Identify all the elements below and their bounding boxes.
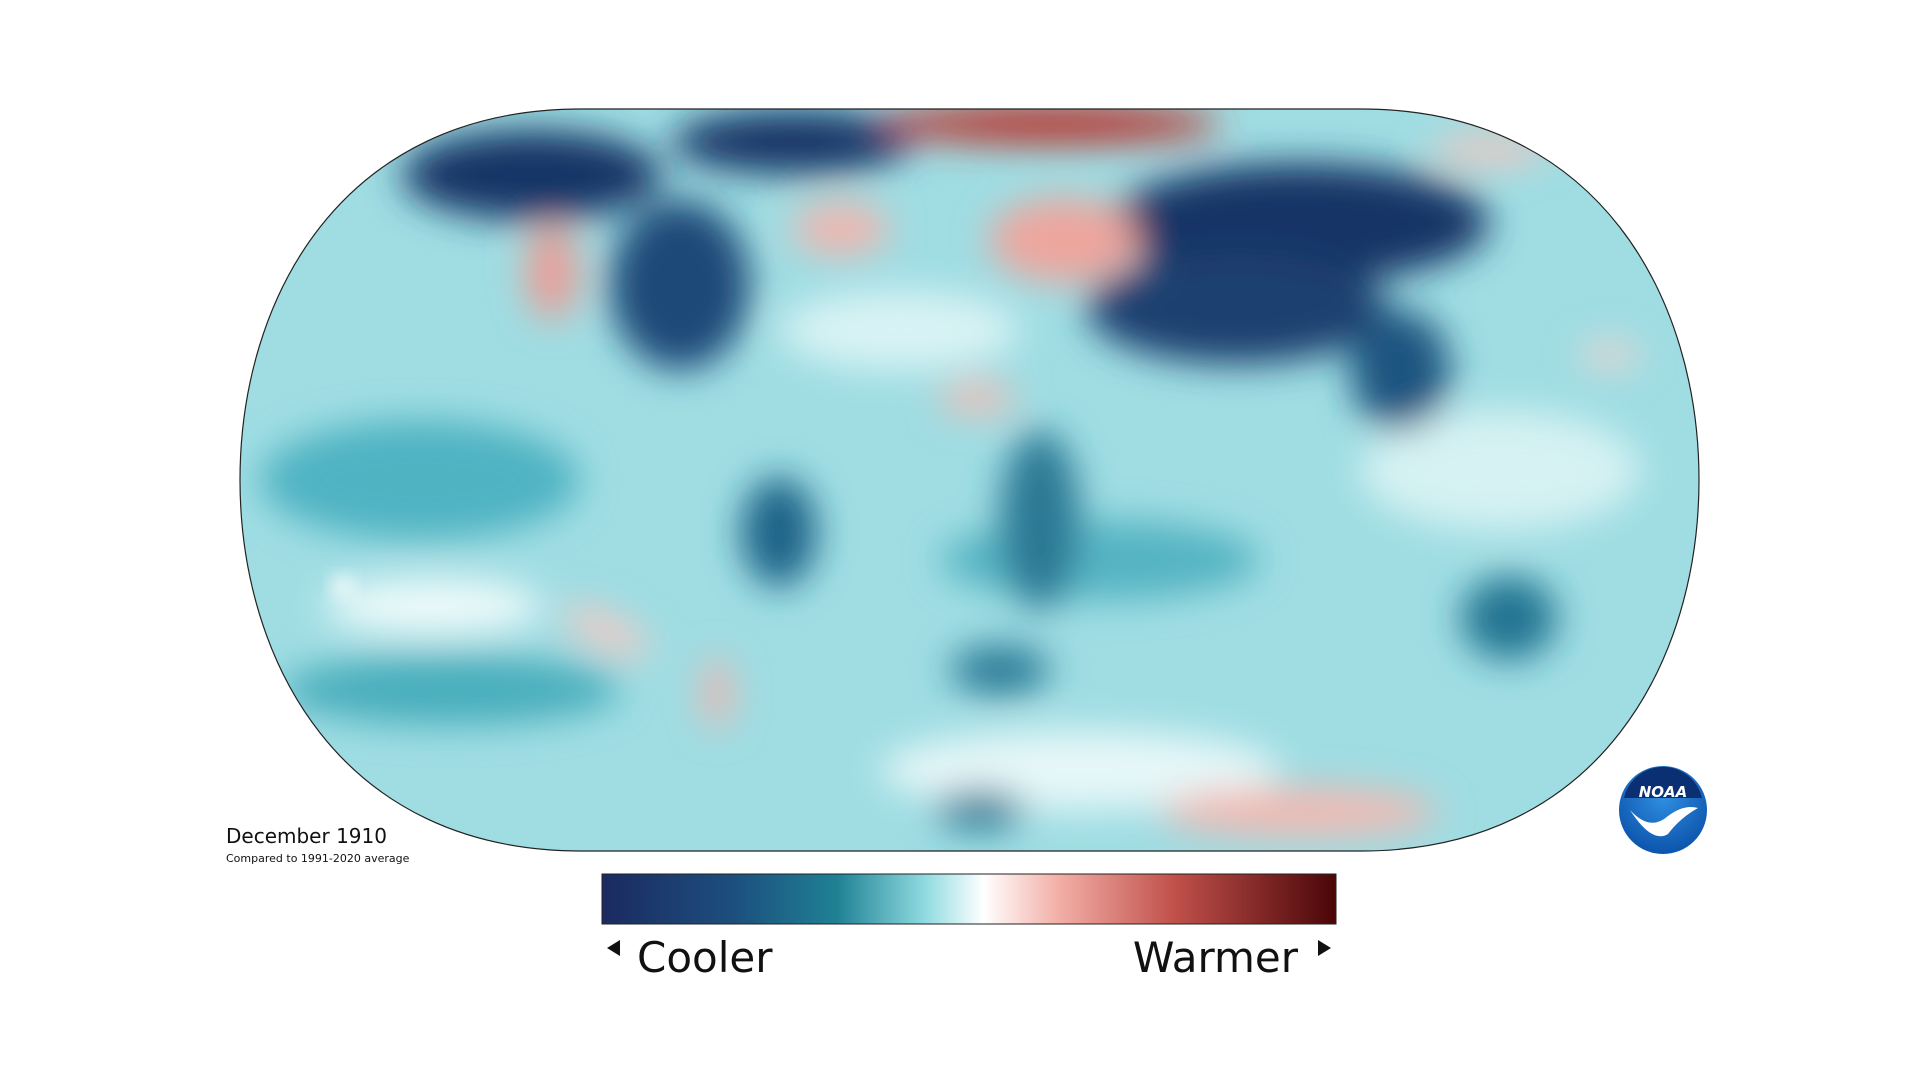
- color-bar: [601, 873, 1337, 925]
- field-blobs: [260, 109, 1640, 837]
- anomaly-field: [240, 109, 1699, 851]
- arrow-left: [607, 940, 620, 956]
- map-subtitle: Compared to 1991-2020 average: [226, 852, 410, 865]
- noaa-logo: NOAA: [1619, 766, 1707, 854]
- field-spot: [333, 576, 353, 596]
- map-title: December 1910: [226, 824, 387, 848]
- logo-gull: [1630, 807, 1698, 837]
- logo-text: NOAA: [1639, 783, 1688, 801]
- legend-high-label: Warmer: [1133, 933, 1299, 982]
- globe-outline: [239, 108, 1700, 852]
- arrow-right: [1318, 940, 1331, 956]
- logo-top: [1624, 766, 1702, 798]
- legend-low-label: Cooler: [637, 933, 773, 982]
